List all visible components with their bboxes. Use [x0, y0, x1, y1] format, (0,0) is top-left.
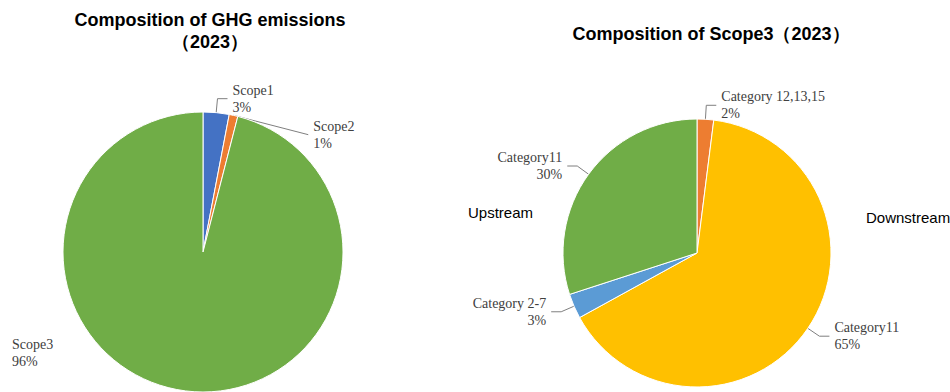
svg-text:（2023）: （2023）: [172, 32, 248, 52]
svg-text:Downstream: Downstream: [866, 209, 950, 226]
svg-text:96%: 96%: [12, 354, 38, 369]
svg-text:Scope2: Scope2: [313, 119, 354, 134]
svg-text:Category 2-7: Category 2-7: [473, 296, 546, 311]
svg-text:65%: 65%: [834, 337, 860, 352]
svg-text:2%: 2%: [721, 106, 740, 121]
svg-text:1%: 1%: [313, 136, 332, 151]
svg-text:3%: 3%: [528, 313, 547, 328]
svg-text:Upstream: Upstream: [468, 204, 533, 221]
svg-text:Scope3: Scope3: [12, 337, 53, 352]
svg-text:Scope1: Scope1: [232, 83, 273, 98]
svg-text:Category11: Category11: [497, 150, 562, 165]
svg-text:Category 12,13,15: Category 12,13,15: [721, 89, 825, 104]
svg-text:30%: 30%: [537, 167, 563, 182]
svg-text:Composition of Scope3（2023）: Composition of Scope3（2023）: [572, 24, 849, 44]
svg-text:Composition of GHG emissions: Composition of GHG emissions: [74, 10, 345, 30]
svg-text:Category11: Category11: [834, 320, 899, 335]
svg-text:3%: 3%: [232, 100, 251, 115]
